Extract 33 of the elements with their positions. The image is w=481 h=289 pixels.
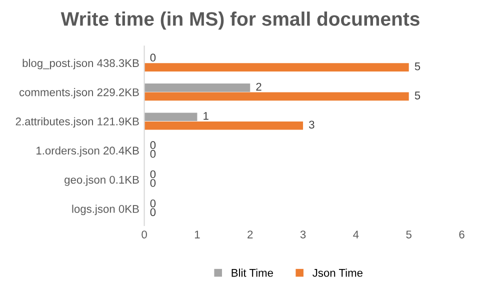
x-tick-label: 4 [353,230,359,238]
chart-title: Write time (in MS) for small documents [60,12,420,30]
y-tick-label: 1.orders.json 20.4KB [36,146,139,157]
x-tick-label: 5 [406,230,412,238]
x-tick-label: 1 [194,230,200,238]
bar [144,92,409,101]
data-label: 5 [414,62,420,70]
legend-label: Blit Time [232,268,273,277]
data-label: 0 [150,150,156,158]
y-tick-label: comments.json 229.2KB [19,88,139,98]
y-tick-label: blog_post.json 438.3KB [22,58,139,70]
x-tick-label: 6 [459,230,464,238]
data-label: 0 [150,54,156,62]
data-label: 1 [204,112,208,120]
data-label: 0 [150,141,156,150]
data-label: 0 [150,179,156,187]
data-label: 0 [150,170,156,178]
data-label: 0 [150,208,156,216]
bar [144,112,198,122]
y-tick-label: geo.json 0.1KB [64,176,139,186]
y-tick-label: 2.attributes.json 121.9KB [16,117,139,128]
bar [144,121,304,130]
data-label: 2 [256,82,262,91]
y-tick-label: logs.json 0KB [72,204,139,216]
data-label: 3 [309,120,314,129]
legend-label: Json Time [312,268,363,277]
bar [144,63,409,72]
data-label: 5 [414,92,420,100]
data-label: 0 [150,199,156,208]
x-tick-label: 0 [142,230,147,238]
x-tick-label: 3 [300,230,306,238]
x-tick-label: 2 [248,230,253,238]
bar [144,84,250,92]
